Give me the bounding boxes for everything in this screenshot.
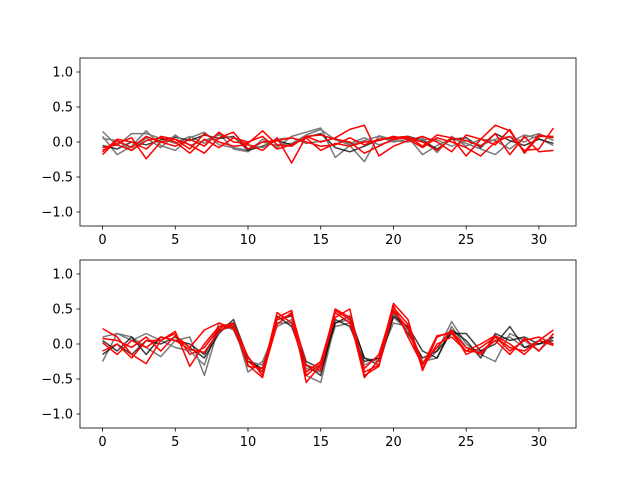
series-line-8 (102, 304, 554, 377)
x-tick-label: 25 (458, 233, 475, 248)
series-line-5 (102, 124, 554, 157)
series-line-7 (102, 127, 555, 157)
x-tick-label: 5 (171, 435, 179, 450)
x-tick-label: 0 (98, 435, 106, 450)
x-tick-label: 15 (312, 233, 329, 248)
y-tick-label: −0.5 (41, 171, 73, 186)
series-line-2 (101, 128, 554, 156)
series-line-1 (102, 127, 554, 163)
x-tick-label: 20 (385, 435, 402, 450)
x-tick-label: 0 (98, 233, 106, 248)
x-tick-label: 5 (171, 233, 179, 248)
y-tick-label: 0.0 (52, 136, 73, 151)
y-tick-label: 0.0 (52, 338, 73, 353)
y-tick-label: 0.5 (52, 101, 73, 116)
subplot-2: 0 5 10 15 20 25 30 −1.0 −0.5 0.0 0.5 1.0 (41, 259, 577, 450)
x-tick-label: 10 (240, 435, 257, 450)
series-line-4 (102, 315, 554, 370)
y-tick-label: −1.0 (41, 408, 73, 423)
x-tick-label: 30 (531, 435, 548, 450)
series-line-8 (102, 131, 554, 156)
y-tick-label: 1.0 (52, 66, 73, 81)
x-tick-label: 20 (385, 233, 402, 248)
y-tick-label: −0.5 (41, 373, 73, 388)
x-tick-label: 15 (312, 435, 329, 450)
x-tick-label: 30 (531, 233, 548, 248)
y-tick-label: −1.0 (41, 206, 73, 221)
subplot-1: 0 5 10 15 20 25 30 −1.0 −0.5 0.0 0.5 1.0 (41, 57, 577, 248)
x-tick-label: 25 (458, 435, 475, 450)
y-tick-label: 1.0 (52, 268, 73, 283)
y-tick-label: 0.5 (52, 303, 73, 318)
x-tick-label: 10 (240, 233, 257, 248)
